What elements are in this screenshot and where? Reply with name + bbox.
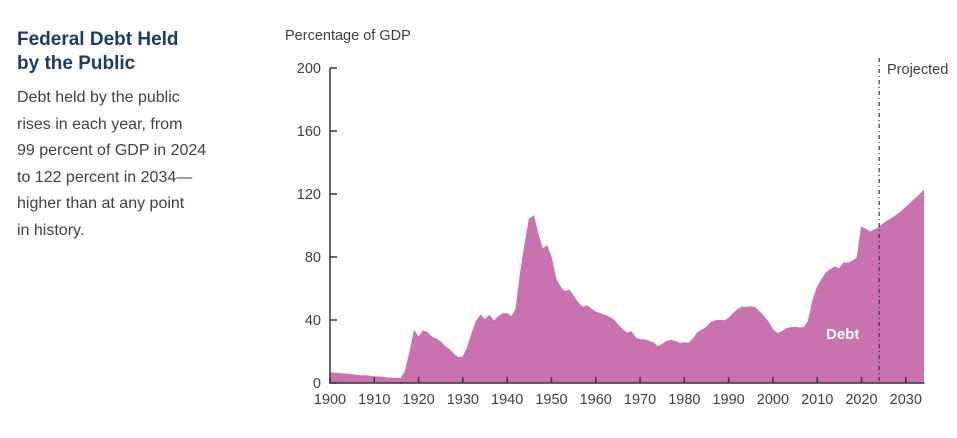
projected-annotation: Projected <box>887 62 949 78</box>
figure-description-line: in history. <box>17 221 85 239</box>
y-tick-label: 160 <box>297 124 321 140</box>
figure-description-line: 99 percent of GDP in 2024 <box>17 142 207 160</box>
y-tick-label: 200 <box>297 61 321 77</box>
figure-title-line: by the Public <box>17 53 136 75</box>
y-axis-title: Percentage of GDP <box>285 28 411 44</box>
figure-description-line: Debt held by the public <box>17 89 180 107</box>
x-tick-label: 1930 <box>447 392 479 408</box>
figure-description-line: higher than at any point <box>17 195 185 213</box>
x-tick-label: 2000 <box>757 392 789 408</box>
x-tick-label: 1910 <box>358 392 390 408</box>
y-tick-label: 40 <box>305 313 321 329</box>
x-tick-label: 2030 <box>890 392 922 408</box>
figure-title-line: Federal Debt Held <box>17 29 179 50</box>
x-tick-label: 1920 <box>402 392 434 408</box>
figure-description: Debt held by the public rises in each ye… <box>17 85 265 244</box>
x-tick-label: 1960 <box>580 392 612 408</box>
x-tick-label: 2010 <box>801 392 833 408</box>
x-tick-label: 1990 <box>712 392 744 408</box>
x-tick-label: 1970 <box>624 392 656 408</box>
figure-description-line: rises in each year, from <box>17 115 183 133</box>
y-tick-label: 0 <box>313 376 321 392</box>
y-tick-label: 120 <box>297 187 321 203</box>
figure-caption: Federal Debt Held by the Public Debt hel… <box>17 28 265 245</box>
x-tick-label: 2020 <box>845 392 877 408</box>
x-tick-label: 1940 <box>491 392 523 408</box>
x-tick-label: 1900 <box>314 392 346 408</box>
figure-description-line: to 122 percent in 2034— <box>17 168 193 186</box>
debt-area-series <box>329 189 924 384</box>
y-tick-label: 80 <box>305 250 321 266</box>
debt-series-label: Debt <box>826 326 860 343</box>
x-tick-label: 1950 <box>535 392 567 408</box>
x-tick-label: 1980 <box>668 392 700 408</box>
figure-title: Federal Debt Held by the Public <box>17 28 265 76</box>
